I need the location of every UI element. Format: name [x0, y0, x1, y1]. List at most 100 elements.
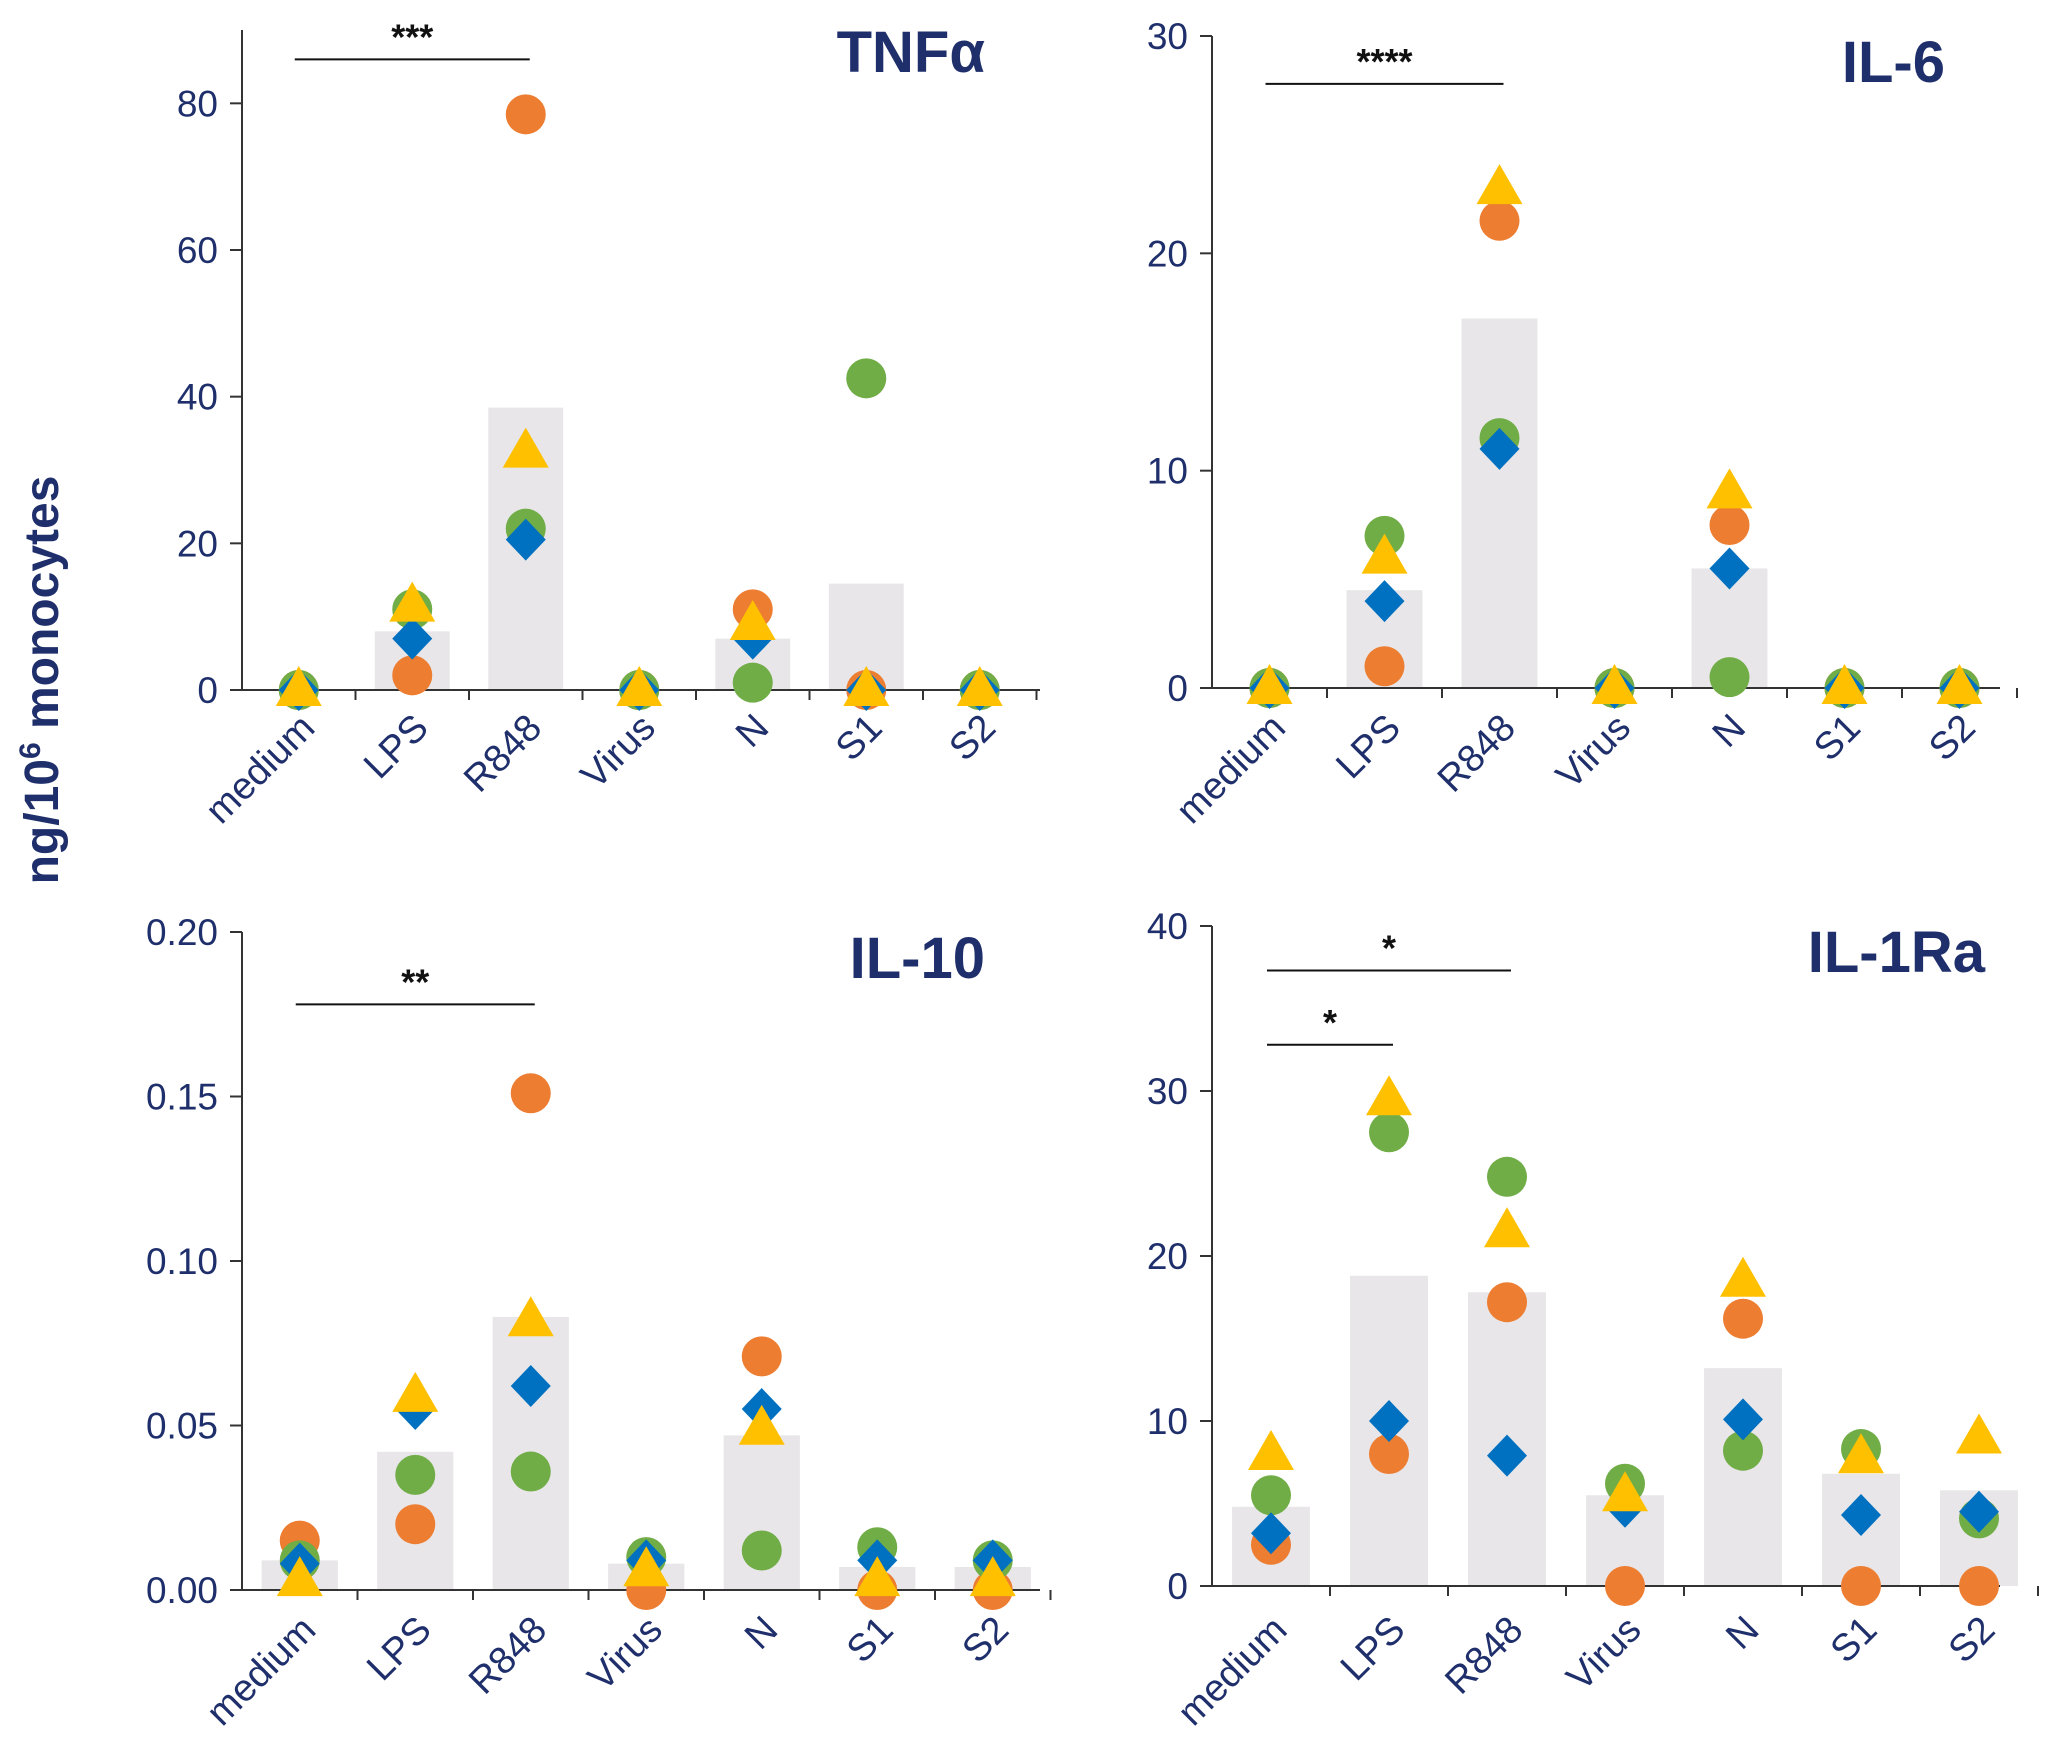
category-label-medium: medium — [198, 707, 323, 832]
category-label-s2: S2 — [1941, 1609, 2004, 1672]
yellow-triangle-point — [843, 666, 890, 706]
yellow-triangle-point — [389, 581, 436, 622]
category-label-s1: S1 — [1823, 1609, 1886, 1672]
yellow-triangle-point — [1246, 664, 1293, 704]
blue-diamond-point — [1369, 1400, 1409, 1442]
category-label-r848: R848 — [1430, 707, 1524, 801]
orange-circle-point — [510, 1073, 551, 1114]
y-tick-label: 0.15 — [146, 1077, 218, 1118]
yellow-triangle-point — [1366, 1075, 1412, 1116]
category-label-r848: R848 — [456, 707, 550, 801]
orange-circle-point — [1487, 1282, 1527, 1323]
panel-tnf: 0 20 40 60 80 medium LPS R848 Virus N S1 S2 TNFα *** — [177, 16, 1040, 832]
orange-circle-point — [1959, 1566, 1999, 1606]
category-label-r848: R848 — [1437, 1609, 1531, 1703]
blue-diamond-point — [1364, 580, 1405, 623]
orange-circle-point — [1364, 646, 1405, 687]
category-label-n: N — [728, 707, 777, 756]
y-tick-label: 20 — [1147, 1236, 1188, 1277]
yellow-triangle-point — [392, 1371, 439, 1412]
orange-circle-point — [1841, 1566, 1881, 1606]
yellow-triangle-point — [1361, 533, 1408, 574]
green-circle-point — [741, 1530, 782, 1571]
significance-label: * — [1382, 928, 1396, 969]
panel-il-1ra: 0 10 20 30 40 medium LPS R848 Virus N S1 S2 IL-1Ra * * — [1147, 906, 2039, 1734]
significance-label: *** — [391, 16, 433, 57]
category-label-s2: S2 — [1921, 707, 1984, 770]
blue-diamond-point — [1959, 1490, 1999, 1533]
bar-r848 — [1461, 318, 1538, 688]
panel-title: IL-1Ra — [1808, 920, 1986, 985]
blue-diamond-point — [1479, 427, 1520, 470]
green-circle-point — [1369, 1112, 1409, 1153]
yellow-triangle-point — [623, 1546, 670, 1587]
blue-diamond-point — [1723, 1398, 1763, 1441]
panel-title: IL-10 — [850, 926, 985, 991]
y-tick-label: 30 — [1147, 1071, 1188, 1112]
y-tick-label: 0 — [1167, 668, 1188, 709]
yellow-triangle-point — [1248, 1430, 1294, 1470]
orange-circle-point — [1723, 1298, 1763, 1339]
panel-il-10: 0.00 0.05 0.10 0.15 0.20 medium LPS R848 Virus N S… — [146, 912, 1052, 1734]
blue-diamond-point — [510, 1365, 551, 1408]
green-circle-point — [510, 1451, 551, 1492]
orange-circle-point — [1479, 200, 1520, 241]
category-label-lps: LPS — [359, 1609, 439, 1689]
blue-diamond-point — [392, 617, 433, 660]
category-label-virus: Virus — [573, 707, 663, 797]
category-label-s1: S1 — [839, 1609, 902, 1672]
orange-circle-point — [392, 655, 433, 696]
yellow-triangle-point — [1936, 664, 1983, 704]
orange-circle-point — [1369, 1434, 1409, 1474]
y-tick-label: 20 — [177, 523, 218, 564]
y-tick-label: 40 — [1147, 906, 1188, 947]
yellow-triangle-point — [275, 666, 322, 706]
yellow-triangle-point — [616, 666, 663, 706]
y-tick-label: 0.05 — [146, 1406, 218, 1447]
orange-circle-point — [1605, 1566, 1645, 1606]
y-tick-label: 0 — [1167, 1566, 1188, 1607]
yellow-triangle-point — [738, 1404, 785, 1445]
y-tick-label: 10 — [1147, 1401, 1188, 1442]
y-tick-label: 40 — [177, 377, 218, 418]
green-circle-point — [1251, 1475, 1291, 1516]
orange-circle-point — [741, 1336, 782, 1377]
category-label-n: N — [737, 1609, 786, 1658]
category-label-r848: R848 — [461, 1609, 555, 1703]
significance-label: **** — [1356, 41, 1412, 82]
category-label-virus: Virus — [580, 1609, 670, 1699]
green-circle-point — [1487, 1156, 1527, 1197]
category-label-lps: LPS — [356, 707, 436, 787]
y-axis-label: ng/106 monocytes — [14, 476, 69, 885]
yellow-triangle-point — [1956, 1413, 2002, 1454]
green-circle-point — [732, 662, 773, 703]
yellow-triangle-point — [1591, 664, 1638, 704]
y-tick-label: 0.20 — [146, 912, 218, 953]
category-label-n: N — [1718, 1609, 1767, 1658]
category-label-medium: medium — [1170, 1609, 1295, 1734]
panel-il-6: 0 10 20 30 medium LPS R848 Virus N S1 S2 IL-6 **** — [1147, 16, 2018, 832]
yellow-triangle-point — [276, 1556, 323, 1597]
significance-label: ** — [401, 961, 429, 1002]
yellow-triangle-point — [969, 1556, 1016, 1597]
yellow-triangle-point — [1720, 1256, 1766, 1297]
y-tick-label: 80 — [177, 83, 218, 124]
category-label-s1: S1 — [1806, 707, 1869, 770]
category-label-lps: LPS — [1328, 707, 1408, 787]
green-circle-point — [1723, 1430, 1763, 1471]
category-label-virus: Virus — [1559, 1609, 1649, 1699]
category-label-lps: LPS — [1333, 1609, 1413, 1689]
orange-circle-point — [505, 94, 546, 135]
y-tick-label: 30 — [1147, 16, 1188, 57]
y-tick-label: 10 — [1147, 451, 1188, 492]
panel-title: TNFα — [837, 20, 986, 85]
category-label-virus: Virus — [1548, 707, 1638, 797]
y-tick-label: 0 — [197, 670, 218, 711]
blue-diamond-point — [1709, 547, 1750, 590]
panel-title: IL-6 — [1842, 30, 1945, 95]
y-tick-label: 60 — [177, 230, 218, 271]
category-label-s2: S2 — [942, 707, 1005, 770]
green-circle-point — [846, 358, 887, 399]
yellow-triangle-point — [502, 427, 549, 468]
